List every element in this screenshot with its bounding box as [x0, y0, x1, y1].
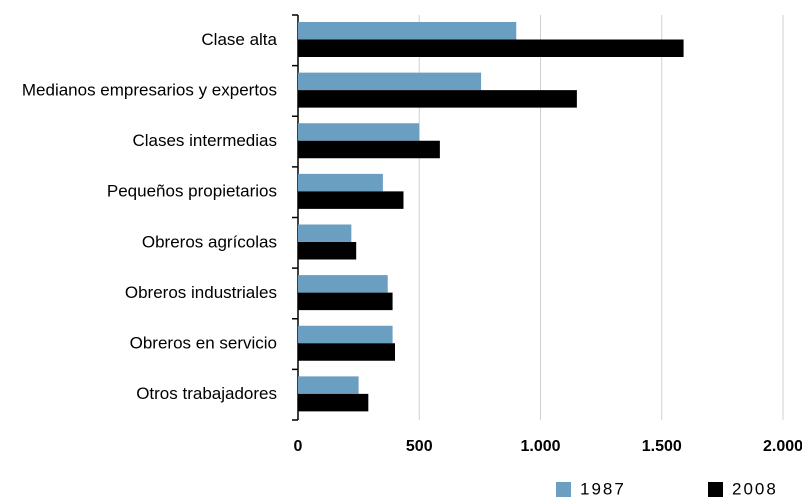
y-tick-label: Pequeños propietarios [107, 182, 277, 201]
y-tick-label: Obreros agrícolas [142, 232, 277, 251]
bar [298, 191, 404, 209]
x-tick-label: 1.000 [520, 438, 560, 455]
x-tick-label: 1.500 [642, 438, 682, 455]
bar [298, 140, 440, 159]
bar [298, 393, 369, 412]
bar [298, 123, 420, 141]
bar [298, 72, 482, 91]
y-tick-label: Clase alta [201, 30, 277, 49]
bar [298, 325, 393, 344]
x-tick-label: 500 [406, 438, 433, 455]
y-tick-label: Clases intermedias [132, 131, 277, 150]
bar [298, 90, 577, 108]
y-tick-label: Obreros en servicio [130, 334, 277, 353]
bar [298, 275, 388, 293]
bar [298, 343, 395, 361]
x-tick-label: 0 [294, 438, 303, 455]
y-tick-label: Otros trabajadores [136, 384, 277, 403]
bar [298, 22, 517, 40]
bar [298, 39, 684, 57]
legend-swatch [556, 482, 571, 497]
bar [298, 173, 383, 192]
bar [298, 292, 393, 311]
legend-label: 1987 [580, 479, 626, 498]
bar [298, 376, 359, 394]
bar [298, 242, 357, 260]
y-tick-label: Obreros industriales [125, 283, 277, 302]
bar [298, 224, 352, 242]
legend-swatch [708, 482, 723, 497]
legend-label: 2008 [732, 479, 778, 498]
y-tick-label: Medianos empresarios y expertos [22, 80, 277, 99]
x-tick-label: 2.000 [763, 438, 802, 455]
